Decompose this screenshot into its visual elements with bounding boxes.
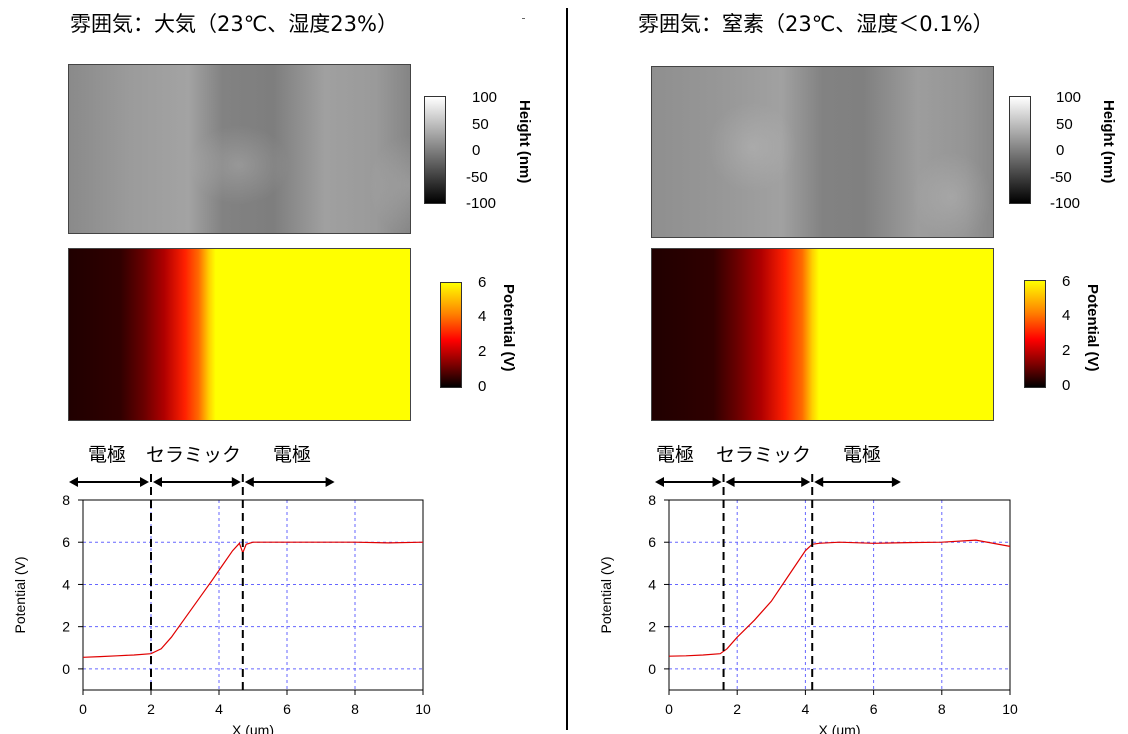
height-tick: 50 [472, 116, 489, 133]
region-arrowhead [814, 477, 824, 487]
y-tick-label: 2 [62, 619, 70, 635]
height-tick: 100 [1056, 89, 1082, 106]
y-tick-label: 8 [648, 492, 656, 508]
region-label-electrode-left: 電極 [656, 444, 695, 466]
panel-title: 雰囲気：窒素（23℃、湿度＜0.1%） [638, 12, 994, 36]
x-tick-label: 0 [665, 701, 673, 717]
potential-tick: 6 [478, 274, 487, 291]
potential-tick: 2 [478, 343, 487, 360]
potential-image [68, 248, 411, 421]
region-label-electrode-right: 電極 [273, 444, 312, 466]
region-label-electrode-left: 電極 [88, 444, 127, 466]
x-tick-label: 4 [215, 701, 223, 717]
x-tick-label: 6 [283, 701, 291, 717]
x-axis-label: X (um) [232, 722, 274, 734]
potential-tick: 4 [1062, 307, 1071, 324]
x-tick-label: 0 [79, 701, 87, 717]
height-tick: -50 [1050, 169, 1072, 186]
x-tick-label: 2 [733, 701, 741, 717]
potential-profile-chart: 8 6 4 2 0 0 2 4 6 8 10 X (um) Potential (V) [12, 474, 431, 734]
region-arrowhead [712, 477, 722, 487]
region-arrowhead [801, 477, 811, 487]
y-tick-label: 4 [62, 576, 70, 592]
panel-nitrogen: 雰囲気：窒素（23℃、湿度＜0.1%） 100 50 0 -50 -100 He… [564, 0, 1128, 734]
potential-colorbar-label: Potential (V) [500, 284, 517, 372]
region-arrowhead [69, 477, 78, 487]
region-arrowhead [140, 477, 149, 487]
potential-tick: 6 [1062, 273, 1071, 290]
height-colorbar-label: Height (nm) [516, 100, 533, 184]
y-tick-label: 4 [648, 576, 656, 592]
potential-series-line [668, 539, 1011, 657]
y-tick-label: 6 [648, 534, 656, 550]
region-arrowhead [153, 477, 162, 487]
panel-divider [566, 8, 568, 730]
stray-mark [522, 18, 525, 19]
region-label-electrode-right: 電極 [843, 444, 882, 466]
y-tick-label: 2 [648, 619, 656, 635]
height-colorbar [424, 96, 446, 204]
region-arrowhead [891, 477, 901, 487]
panel-title: 雰囲気：大気（23℃、湿度23%） [70, 12, 398, 36]
potential-colorbar [440, 282, 462, 388]
x-tick-label: 2 [147, 701, 155, 717]
x-tick-label: 10 [1002, 701, 1018, 717]
y-tick-label: 0 [62, 661, 70, 677]
potential-series-line [82, 541, 424, 658]
region-arrowhead [244, 477, 254, 487]
plot-frame [82, 499, 424, 691]
x-tick-label: 6 [870, 701, 878, 717]
potential-colorbar-label: Potential (V) [1084, 284, 1101, 372]
region-arrowhead [655, 477, 664, 487]
y-axis-label: Potential (V) [598, 556, 614, 633]
potential-tick: 4 [478, 308, 487, 325]
y-tick-label: 6 [62, 534, 70, 550]
potential-image [651, 248, 994, 421]
potential-profile-chart: 8 6 4 2 0 0 2 4 6 8 10 X (um) Potential (V) [598, 474, 1018, 734]
region-label-ceramic: セラミック [716, 444, 812, 466]
x-tick-label: 8 [351, 701, 359, 717]
height-colorbar-label: Height (nm) [1100, 100, 1117, 184]
height-tick: 100 [472, 89, 498, 106]
height-image [68, 64, 411, 234]
region-arrowhead [325, 477, 335, 487]
height-tick: 0 [472, 142, 481, 159]
potential-tick: 0 [478, 378, 487, 395]
potential-tick: 2 [1062, 342, 1071, 359]
y-axis-label: Potential (V) [12, 556, 28, 633]
panel-air: 雰囲気：大気（23℃、湿度23%） 100 50 0 -50 -100 Heig… [12, 12, 533, 734]
region-arrowhead [725, 477, 735, 487]
region-arrowhead [231, 477, 241, 487]
plot-frame [668, 499, 1011, 691]
potential-colorbar [1024, 280, 1046, 388]
x-tick-label: 4 [802, 701, 810, 717]
height-image [651, 66, 994, 238]
x-axis-label: X (um) [819, 722, 861, 734]
y-tick-label: 8 [62, 492, 70, 508]
height-tick: 0 [1056, 142, 1065, 159]
height-colorbar [1009, 96, 1031, 204]
height-tick: -100 [1050, 195, 1081, 212]
height-tick: 50 [1056, 116, 1073, 133]
potential-tick: 0 [1062, 377, 1071, 394]
height-tick: -50 [466, 169, 488, 186]
y-tick-label: 0 [648, 661, 656, 677]
height-tick: -100 [466, 195, 497, 212]
region-label-ceramic: セラミック [146, 444, 242, 466]
x-tick-label: 10 [415, 701, 431, 717]
x-tick-label: 8 [938, 701, 946, 717]
